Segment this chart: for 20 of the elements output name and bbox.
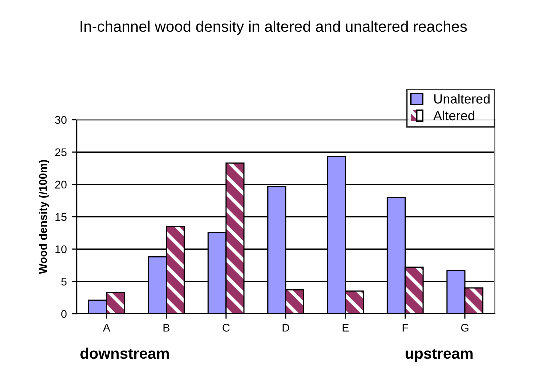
y-tick-label: 30 — [55, 116, 67, 124]
y-tick-label: 25 — [55, 148, 67, 156]
legend-label: Altered — [434, 110, 474, 121]
x-tick-label: B — [164, 324, 170, 332]
y-tick-label: 5 — [62, 278, 67, 286]
y-axis-title: Wood density (/100m) — [39, 160, 50, 274]
text: downstream — [80, 348, 170, 360]
x-tick-label: C — [222, 324, 230, 332]
y-tick-label: 20 — [55, 180, 67, 189]
legend-label: Unaltered — [434, 94, 490, 104]
x-tick-label: F — [402, 324, 408, 332]
text: upstream — [406, 348, 473, 362]
chart-title: In-channel wood density in altered and unaltered reaches — [80, 20, 468, 36]
x-tick-label: E — [342, 324, 349, 332]
x-tick-label: A — [103, 324, 111, 332]
x-tick-label: G — [461, 324, 469, 332]
y-tick-label: 10 — [56, 246, 67, 254]
x-tick-label: D — [282, 324, 290, 332]
y-tick-label: 0 — [62, 310, 67, 318]
y-tick-label: 15 — [56, 213, 67, 222]
